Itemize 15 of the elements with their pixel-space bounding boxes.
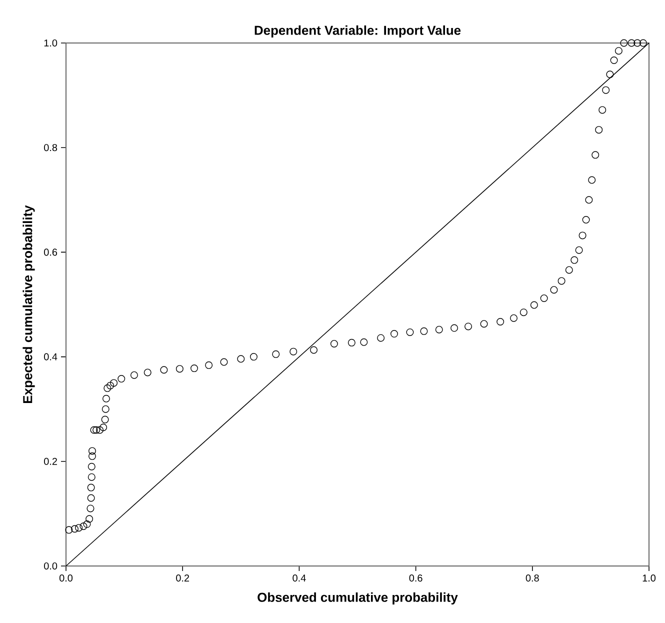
- x-axis-title: Observed cumulative probability: [258, 592, 458, 604]
- y-tick-label: 0.0: [44, 562, 58, 570]
- y-tick-label: 0.4: [44, 353, 58, 360]
- y-tick-label: 1.0: [44, 39, 58, 47]
- x-tick-label: 0.6: [409, 574, 422, 582]
- x-tick-label: 0.4: [292, 574, 306, 582]
- chart-title: Dependent Variable: Import Value: [254, 25, 461, 38]
- y-tick-label: 0.2: [44, 458, 57, 465]
- x-tick-label: 1.0: [642, 574, 656, 582]
- x-tick-label: 0.2: [176, 574, 190, 582]
- x-tick-label: 0.0: [59, 574, 73, 582]
- y-tick-label: 0.8: [44, 144, 58, 152]
- y-tick-label: 0.6: [44, 248, 58, 256]
- y-axis-title: Expected cumulative probability: [22, 205, 35, 403]
- x-tick-label: 0.8: [526, 574, 539, 582]
